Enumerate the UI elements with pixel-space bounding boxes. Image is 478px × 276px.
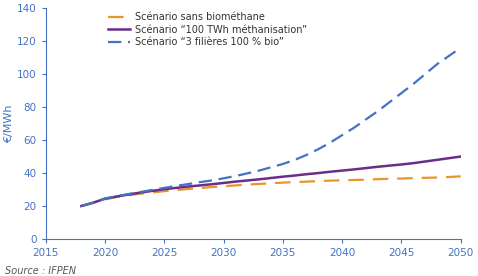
Y-axis label: €/MWh: €/MWh	[4, 104, 14, 143]
Text: Source : IFPEN: Source : IFPEN	[5, 266, 76, 276]
Legend: Scénario sans biométhane, Scénario “100 TWh méthanisation”, Scénario “3 filières: Scénario sans biométhane, Scénario “100 …	[105, 8, 311, 51]
